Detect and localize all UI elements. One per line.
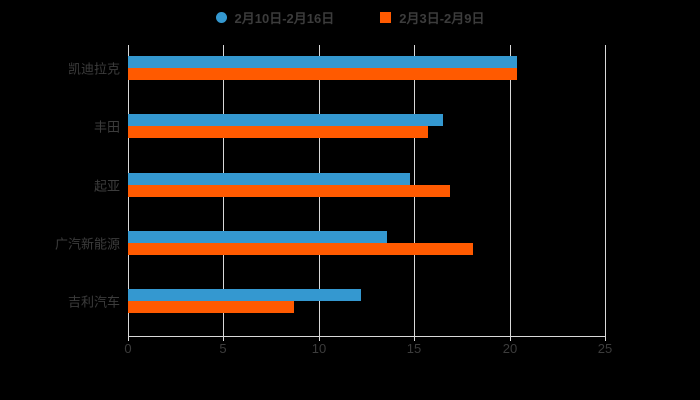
- legend-item-series-2[interactable]: 2月3日-2月9日: [380, 8, 484, 27]
- x-tick-mark-0: [128, 336, 129, 341]
- x-tick-mark-5: [223, 336, 224, 341]
- bar-series-2-category-2[interactable]: [128, 184, 451, 197]
- chart-legend: 2月10日-2月16日 2月3日-2月9日: [0, 8, 700, 27]
- bar-series-2-category-0[interactable]: [128, 68, 518, 81]
- y-axis-label-0: 凯迪拉克: [67, 61, 120, 77]
- legend-square-marker-icon: [380, 12, 392, 23]
- bar-series-2-category-4[interactable]: [128, 301, 294, 314]
- x-tick-label-20: 20: [502, 341, 518, 356]
- gridline-25: [605, 45, 606, 336]
- legend-label-series-1: 2月10日-2月16日: [234, 11, 335, 26]
- x-tick-label-10: 10: [311, 341, 327, 356]
- gridline-20: [510, 45, 511, 336]
- x-tick-label-25: 25: [597, 341, 613, 356]
- bar-series-1-category-3[interactable]: [128, 230, 388, 243]
- y-axis-label-3: 广汽新能源: [54, 236, 120, 252]
- x-tick-mark-25: [605, 336, 606, 341]
- x-tick-mark-15: [414, 336, 415, 341]
- legend-circle-marker-icon: [215, 12, 227, 23]
- bar-series-1-category-0[interactable]: [128, 56, 518, 69]
- x-tick-mark-10: [319, 336, 320, 341]
- bar-series-1-category-4[interactable]: [128, 289, 361, 302]
- bar-series-1-category-1[interactable]: [128, 114, 443, 127]
- x-tick-label-0: 0: [124, 341, 132, 356]
- y-axis-label-4: 吉利汽车: [67, 294, 120, 310]
- y-axis-labels: 凯迪拉克 丰田 起亚 广汽新能源 吉利汽车: [0, 45, 120, 336]
- x-axis-line: [128, 336, 606, 337]
- bar-series-1-category-2[interactable]: [128, 172, 411, 185]
- x-tick-label-5: 5: [219, 341, 227, 356]
- y-axis-label-2: 起亚: [93, 178, 120, 194]
- legend-label-series-2: 2月3日-2月9日: [399, 11, 485, 26]
- plot-area: [128, 45, 605, 336]
- x-tick-label-15: 15: [406, 341, 422, 356]
- x-tick-mark-20: [510, 336, 511, 341]
- legend-item-series-1[interactable]: 2月10日-2月16日: [215, 8, 335, 27]
- y-axis-label-1: 丰田: [93, 119, 120, 135]
- bar-series-2-category-3[interactable]: [128, 242, 474, 255]
- bar-series-2-category-1[interactable]: [128, 126, 428, 139]
